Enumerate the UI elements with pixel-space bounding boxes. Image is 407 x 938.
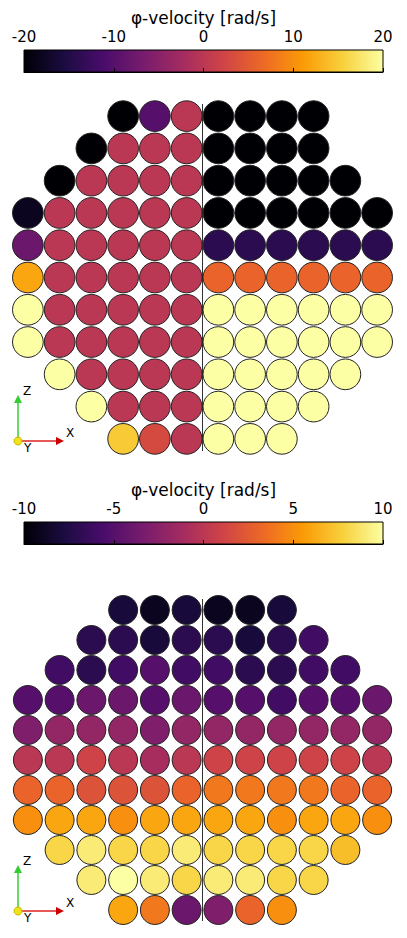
svg-text:φ-velocity [rad/s]: φ-velocity [rad/s] — [131, 480, 276, 500]
svg-text:φ-velocity [rad/s]: φ-velocity [rad/s] — [131, 8, 276, 28]
svg-text:Z: Z — [23, 384, 31, 398]
svg-text:5: 5 — [288, 500, 298, 518]
svg-text:Y: Y — [23, 441, 32, 455]
svg-text:-5: -5 — [106, 500, 121, 518]
svg-text:-20: -20 — [12, 28, 37, 46]
svg-text:Y: Y — [23, 911, 32, 925]
svg-text:0: 0 — [199, 500, 209, 518]
svg-text:X: X — [66, 896, 74, 910]
svg-text:20: 20 — [373, 28, 392, 46]
svg-text:10: 10 — [373, 500, 392, 518]
svg-text:-10: -10 — [102, 28, 127, 46]
svg-text:-10: -10 — [12, 500, 37, 518]
svg-text:X: X — [66, 426, 74, 440]
svg-text:10: 10 — [284, 28, 303, 46]
svg-text:0: 0 — [199, 28, 209, 46]
svg-text:Z: Z — [23, 854, 31, 868]
